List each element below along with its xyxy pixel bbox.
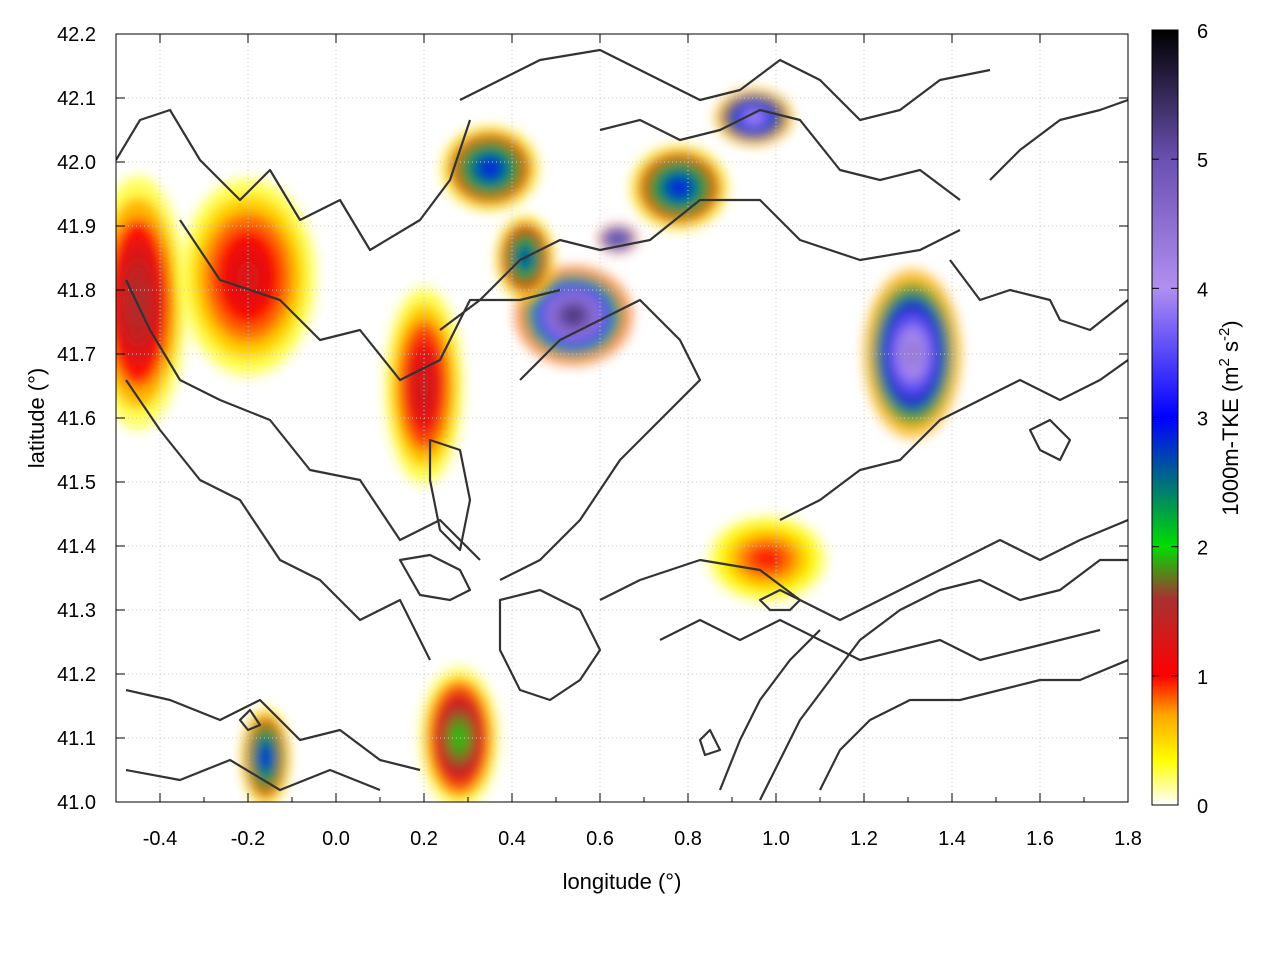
contour-line: [116, 108, 472, 252]
y-tick-label: 41.7: [57, 344, 96, 366]
x-tick-label: 1.6: [1026, 828, 1054, 850]
contour-line: [599, 108, 961, 201]
y-tick-label: 42.1: [57, 88, 96, 110]
tke-hotspot: [515, 266, 632, 365]
contour-line: [659, 618, 1101, 662]
x-tick-label: 0.2: [410, 828, 438, 850]
y-tick-label: 42.0: [57, 152, 96, 174]
y-tick-label: 41.8: [57, 280, 96, 302]
y-tick-label: 41.1: [57, 728, 96, 750]
colorbar-tick-label: 3: [1197, 409, 1208, 431]
heat-layer: [116, 89, 961, 802]
colorbar-title-base: 1000m-TKE (m: [1218, 366, 1243, 515]
colorbar-tick-label: 2: [1197, 538, 1208, 560]
tke-hotspot: [420, 667, 498, 802]
colorbar-title-mid: s: [1218, 341, 1243, 358]
colorbar-ticks: 0 1 2 3 4 5 6: [1152, 21, 1208, 818]
tke-hotspot: [441, 126, 539, 211]
y-axis-title: latitude (°): [24, 368, 49, 469]
y-tick-label: 41.9: [57, 216, 96, 238]
contour-line: [125, 279, 481, 561]
colorbar-tick-label: 1: [1197, 667, 1208, 689]
colorbar-tick-label: 5: [1197, 150, 1208, 172]
tke-hotspot: [180, 178, 316, 376]
x-tick-label: 0.4: [498, 828, 526, 850]
colorbar-title-sup1: 2: [1216, 358, 1233, 366]
colorbar-tick-label: 6: [1197, 21, 1208, 43]
y-tick-label: 41.4: [57, 536, 96, 558]
contour-line: [428, 438, 472, 552]
contour-line: [125, 379, 431, 661]
x-axis: -0.4 -0.2 0.0 0.2 0.4 0.6 0.8 1.0 1.2 1.4 1.6 1.8: [115, 34, 1142, 850]
x-tick-label: 0.6: [586, 828, 614, 850]
tke-hotspot: [241, 707, 290, 802]
y-tick-label: 41.6: [57, 408, 96, 430]
contour-line: [718, 629, 821, 791]
x-tick-label: 1.2: [850, 828, 878, 850]
contour-line: [125, 688, 421, 772]
tke-hotspot: [709, 516, 826, 602]
contour-line: [498, 588, 602, 702]
contour-line: [759, 558, 1128, 801]
y-tick-label: 42.2: [57, 24, 96, 46]
colorbar-tick-label: 0: [1197, 796, 1208, 818]
contour-line: [819, 658, 1128, 791]
x-tick-label: -0.4: [143, 828, 177, 850]
contour-line: [125, 758, 381, 792]
tke-hotspot: [630, 145, 728, 230]
x-axis-title: longitude (°): [563, 869, 682, 894]
y-tick-label: 41.5: [57, 472, 96, 494]
y-tick-label: 41.2: [57, 664, 96, 686]
contour-line: [179, 219, 561, 382]
tke-hotspot: [715, 89, 793, 146]
plot-area: [115, 33, 1129, 803]
contour-line: [698, 728, 722, 757]
contour-line: [439, 198, 961, 331]
terrain-contours: [116, 48, 1128, 801]
contour-line: [459, 48, 991, 122]
y-axis: 41.0 41.1 41.2 41.3 41.4 41.5 41.6 41.7 41.8 41.9…: [57, 24, 1128, 814]
colorbar-title: 1000m-TKE (m2 s-2): [1216, 320, 1243, 515]
x-tick-label: 1.0: [762, 828, 790, 850]
x-tick-label: 1.4: [938, 828, 966, 850]
contour-line: [949, 259, 1128, 332]
contour-line: [758, 588, 802, 612]
contour-line: [989, 98, 1128, 181]
y-tick-label: 41.0: [57, 792, 96, 814]
x-tick-label: 0.8: [674, 828, 702, 850]
contour-line: [599, 518, 1128, 622]
colorbar-title-sup2: -2: [1216, 328, 1233, 341]
contour-line: [238, 708, 262, 732]
x-tick-label: 1.8: [1114, 828, 1142, 850]
y-tick-label: 41.3: [57, 600, 96, 622]
colorbar-title-end: ): [1218, 320, 1243, 327]
contour-line: [499, 298, 702, 581]
contour-line: [779, 359, 1128, 521]
contour-line: [1028, 418, 1072, 462]
x-tick-label: 0.0: [322, 828, 350, 850]
colorbar-tick-label: 4: [1197, 279, 1208, 301]
x-tick-label: -0.2: [231, 828, 265, 850]
contour-line: [398, 553, 472, 602]
